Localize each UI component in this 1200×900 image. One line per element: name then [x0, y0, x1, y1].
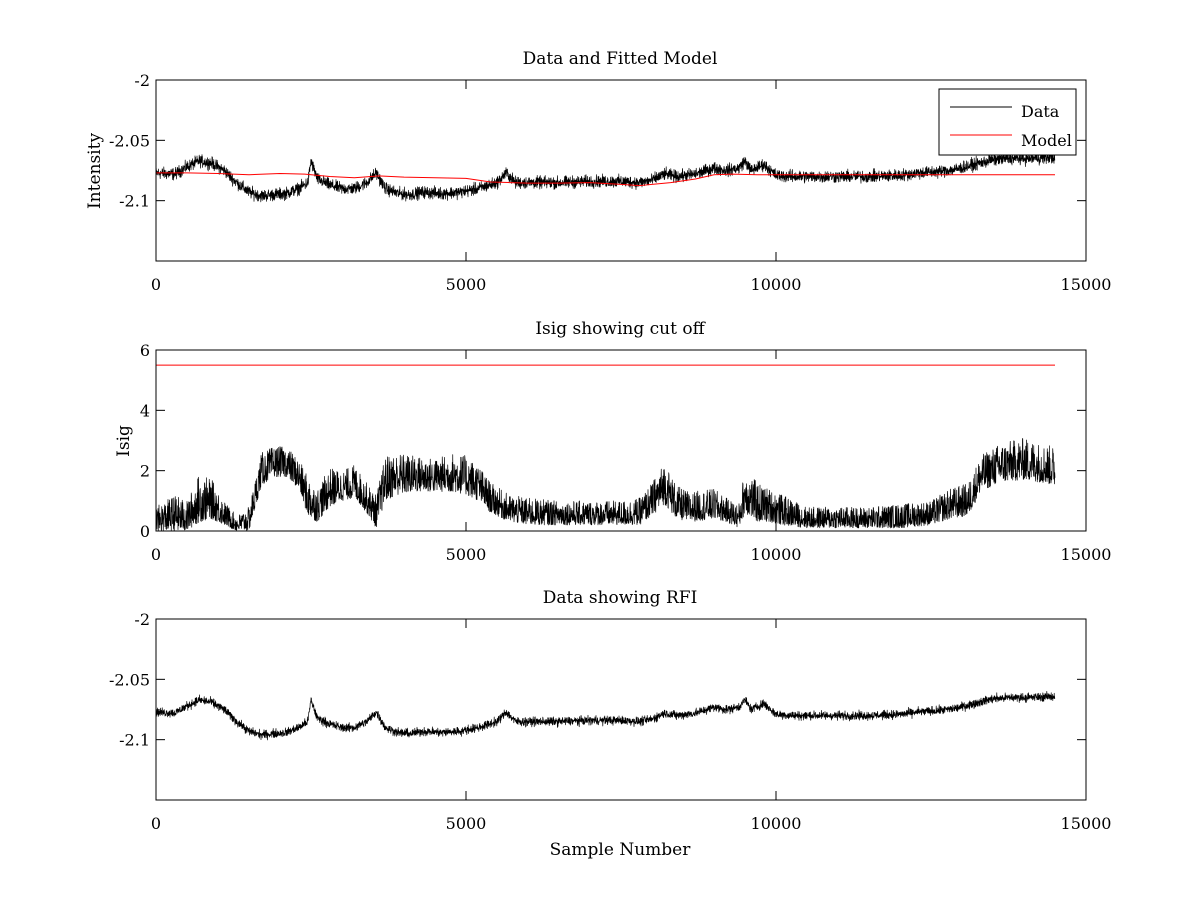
panel-3-series-isig-line [155, 691, 1056, 741]
panel-1-ytick-label: -2.1 [119, 192, 150, 211]
panel-2-xtick-label: 5000 [446, 545, 487, 564]
panel-2-ylabel: Isig [114, 425, 134, 457]
panel-2-series-isig-line [155, 438, 1056, 532]
panel-2-ytick-label: 2 [140, 462, 150, 481]
panel-2-ytick-label: 0 [140, 522, 150, 541]
panel-1-xtick-label: 0 [151, 275, 161, 294]
panel-2-ytick-label: 4 [140, 401, 150, 420]
panel-1-ylabel: Intensity [85, 133, 105, 209]
panel-3-ytick-label: -2.05 [109, 670, 150, 689]
panel-3-ytick-label: -2.1 [119, 731, 150, 750]
legend-data-label: Data [1021, 102, 1060, 121]
panel-2-xtick-label: 0 [151, 545, 161, 564]
legend: Data Model [938, 88, 1077, 156]
panel-3-xtick-label: 10000 [751, 814, 802, 833]
panel-1-xtick-label: 10000 [751, 275, 802, 294]
panel-data-fitted-model: Data and Fitted Model 0 5000 10000 15000 -2.… [85, 49, 1111, 294]
panel-isig-cutoff: Isig showing cut off 0 5000 10000 15000 0 2 4 6… [114, 319, 1111, 564]
panel-3-ytick-label: -2 [134, 610, 150, 629]
panel-3-series [155, 691, 1056, 741]
panel-3-title: Data showing RFI [543, 588, 698, 608]
panel-2-xtick-label: 10000 [751, 545, 802, 564]
panel-data-rfi: Data showing RFI 0 5000 10000 15000 -2.1 -2.0… [109, 588, 1111, 860]
panel-1-title: Data and Fitted Model [523, 49, 718, 69]
panel-1-series [155, 150, 1056, 203]
legend-model-label: Model [1021, 131, 1072, 150]
panel-3-xtick-label: 5000 [446, 814, 487, 833]
panel-1-xtick-label: 15000 [1061, 275, 1112, 294]
panel-3-ticks: 0 5000 10000 15000 -2.1 -2.05 -2 [109, 610, 1111, 833]
panel-2-title: Isig showing cut off [535, 319, 706, 339]
panel-1-ytick-label: -2 [134, 71, 150, 90]
panel-2-ytick-label: 6 [140, 341, 150, 360]
panel-1-axes-box [155, 79, 1087, 262]
panel-2-ticks: 0 5000 10000 15000 0 2 4 6 [140, 341, 1112, 564]
panel-1-series-data-line [155, 150, 1056, 203]
panel-2-series [155, 364, 1056, 532]
panel-1-ytick-label: -2.05 [109, 131, 150, 150]
panel-1-xtick-label: 5000 [446, 275, 487, 294]
panel-1-series-model-line [156, 172, 1055, 187]
panel-3-axes-box [155, 618, 1087, 801]
panel-1-ticks: 0 5000 10000 15000 -2.1 -2.05 -2 [109, 71, 1111, 294]
panel-3-xtick-label: 15000 [1061, 814, 1112, 833]
panel-3-xtick-label: 0 [151, 814, 161, 833]
panel-3-xlabel: Sample Number [550, 840, 692, 860]
panel-2-xtick-label: 15000 [1061, 545, 1112, 564]
legend-box [938, 88, 1077, 156]
panel-2-axes-box [155, 349, 1087, 532]
